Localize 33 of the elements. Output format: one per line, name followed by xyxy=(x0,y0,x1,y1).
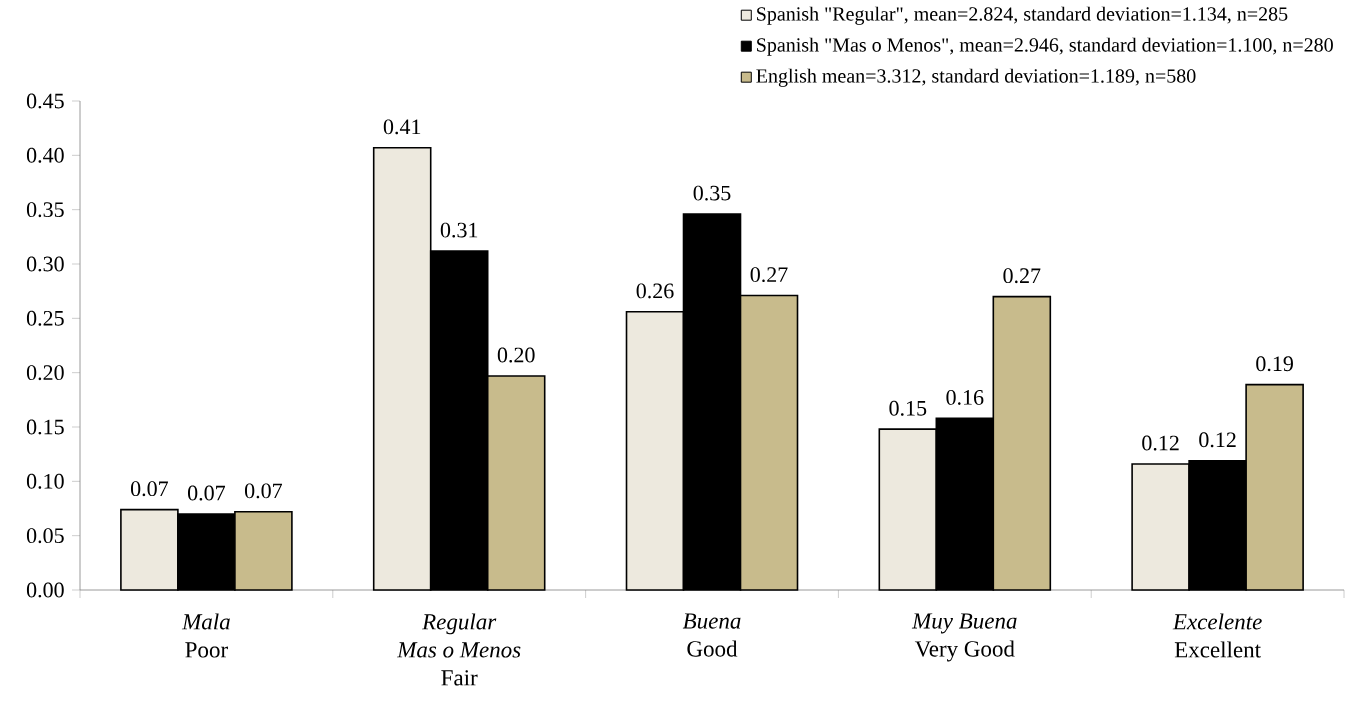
x-tick-label: Buena Good xyxy=(682,613,741,657)
data-label: 0.19 xyxy=(1256,356,1293,372)
y-tick-label: 0.35 xyxy=(26,202,64,218)
data-label: 0.35 xyxy=(693,185,731,201)
x-tick-label: Regular Mas o Menos Fair xyxy=(396,613,521,686)
legend-label: English mean=3.312, standard deviation=1.189, n=580 xyxy=(756,68,1196,87)
data-label: 0.41 xyxy=(383,119,421,135)
y-tick-label: 0.45 xyxy=(26,93,64,109)
y-tick-label: 0.10 xyxy=(26,473,64,489)
y-tick-label: 0.25 xyxy=(26,310,64,326)
data-label: 0.27 xyxy=(750,267,788,283)
data-label: 0.07 xyxy=(130,481,169,497)
data-label: 0.26 xyxy=(636,283,674,299)
data-label: 0.15 xyxy=(889,400,927,416)
y-tick-label: 0.40 xyxy=(26,147,64,163)
data-label: 0.20 xyxy=(497,347,535,363)
data-label: 0.27 xyxy=(1003,268,1041,284)
data-label: 0.31 xyxy=(440,222,478,238)
data-label: 0.07 xyxy=(188,485,226,501)
legend-label: Spanish "Regular", mean=2.824, standard deviation=1.134, n=285 xyxy=(757,6,1288,25)
x-tick-label: Excelente Excellent xyxy=(1172,613,1262,658)
x-tick-label: Muy Buena Very Good xyxy=(911,613,1017,662)
y-tick-label: 0.30 xyxy=(26,256,64,272)
data-label: 0.12 xyxy=(1142,435,1179,451)
data-label: 0.16 xyxy=(946,389,984,405)
y-tick-label: 0.00 xyxy=(26,582,64,598)
y-tick-label: 0.20 xyxy=(26,365,64,381)
legend-label: Spanish "Mas o Menos", mean=2.946, standard deviation=1.100, n=280 xyxy=(757,37,1333,56)
data-label: 0.12 xyxy=(1199,432,1236,448)
x-tick-label: Mala Poor xyxy=(181,613,230,658)
y-tick-label: 0.15 xyxy=(26,419,64,435)
y-tick-label: 0.05 xyxy=(26,528,64,544)
data-label: 0.07 xyxy=(245,483,283,499)
